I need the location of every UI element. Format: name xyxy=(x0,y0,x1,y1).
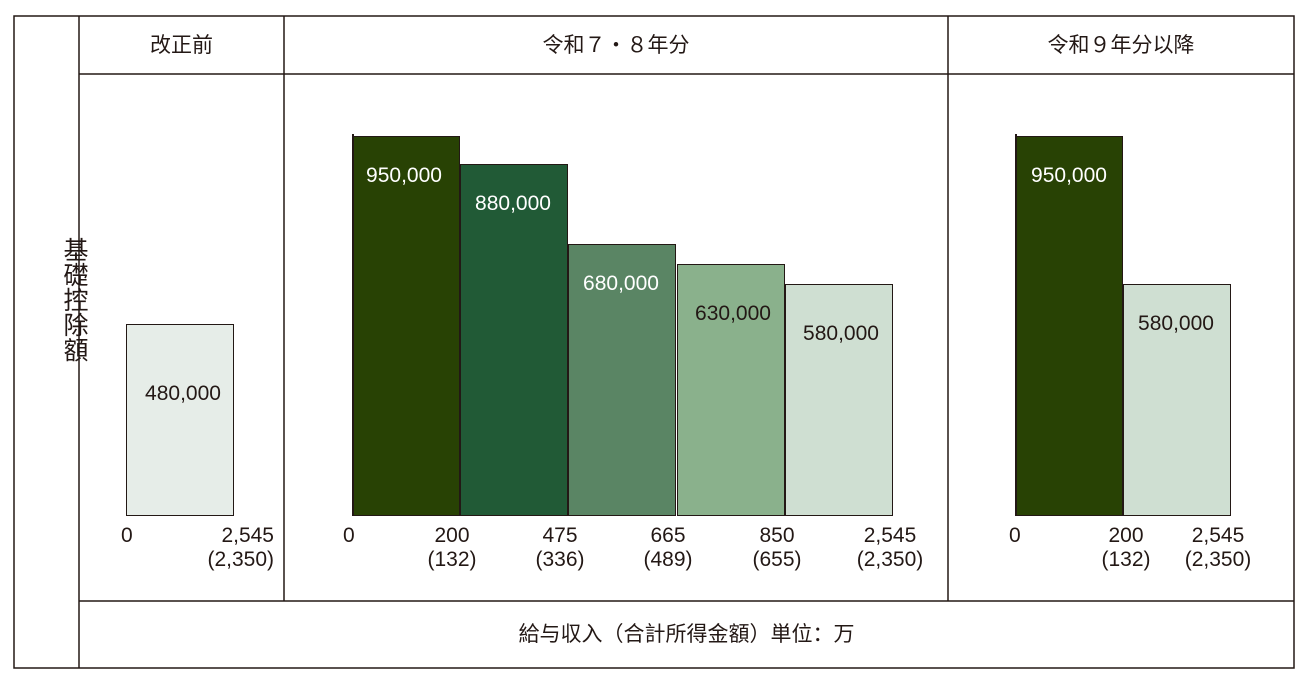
header-reiwa-7-8: 令和７・８年分 xyxy=(542,33,690,57)
bar-value-label: 950,000 xyxy=(1031,164,1107,187)
bar-value-label: 950,000 xyxy=(366,164,442,187)
bar-1-3 xyxy=(677,264,785,516)
x-tick-sub: (2,350) xyxy=(207,548,274,571)
footer-income-unit: 給与収入（合計所得金額）単位：万 xyxy=(518,622,855,646)
x-tick-label: 475 (336) xyxy=(535,524,584,572)
bar-value-label: 580,000 xyxy=(1138,312,1214,335)
x-tick-label: 0 xyxy=(1009,524,1021,548)
x-tick-main: 665 xyxy=(650,524,686,547)
x-tick-label: 0 xyxy=(343,524,355,548)
x-tick-label: 200 (132) xyxy=(1101,524,1150,572)
x-tick-main: 0 xyxy=(1009,524,1021,547)
x-tick-label: 2,545 (2,350) xyxy=(194,524,274,572)
bar-1-1 xyxy=(460,164,568,516)
x-tick-main: 0 xyxy=(121,524,133,547)
x-tick-label: 200 (132) xyxy=(427,524,476,572)
x-tick-main: 200 xyxy=(1108,524,1144,547)
side-label-basic-deduction: 基礎控除額 xyxy=(60,237,89,362)
x-tick-sub: (2,350) xyxy=(1184,548,1252,571)
x-tick-sub: (2,350) xyxy=(856,548,924,571)
x-tick-main: 475 xyxy=(542,524,578,547)
x-tick-sub: (655) xyxy=(752,548,802,571)
outer-border xyxy=(13,15,1295,669)
bar-value-label: 480,000 xyxy=(145,382,221,405)
x-tick-sub: (132) xyxy=(1101,548,1151,571)
bar-value-label: 630,000 xyxy=(695,302,771,325)
x-tick-main: 2,545 xyxy=(1191,524,1245,547)
bar-value-label: 880,000 xyxy=(475,192,551,215)
bar-0-0 xyxy=(126,324,234,516)
y-axis-line xyxy=(1015,134,1017,516)
x-tick-sub: (489) xyxy=(643,548,693,571)
bar-2-0 xyxy=(1015,136,1123,516)
bar-value-label: 580,000 xyxy=(803,322,879,345)
x-tick-label: 0 xyxy=(121,524,133,548)
y-axis-line xyxy=(352,134,354,516)
bar-value-label: 680,000 xyxy=(583,272,659,295)
bar-1-4 xyxy=(785,284,893,516)
x-tick-main: 850 xyxy=(759,524,795,547)
x-tick-main: 2,545 xyxy=(221,524,274,547)
x-tick-main: 0 xyxy=(343,524,355,547)
header-reiwa-9-onward: 令和９年分以降 xyxy=(1047,33,1195,57)
x-tick-main: 200 xyxy=(434,524,470,547)
x-tick-sub: (132) xyxy=(427,548,477,571)
x-tick-label: 2,545 (2,350) xyxy=(857,524,924,572)
x-tick-label: 665 (489) xyxy=(643,524,692,572)
bar-1-2 xyxy=(568,244,676,516)
header-before-revision: 改正前 xyxy=(150,33,213,57)
bar-2-1 xyxy=(1123,284,1231,516)
x-tick-sub: (336) xyxy=(535,548,585,571)
x-tick-label: 850 (655) xyxy=(752,524,801,572)
bar-1-0 xyxy=(352,136,460,516)
x-tick-label: 2,545 (2,350) xyxy=(1185,524,1252,572)
x-tick-main: 2,545 xyxy=(863,524,917,547)
